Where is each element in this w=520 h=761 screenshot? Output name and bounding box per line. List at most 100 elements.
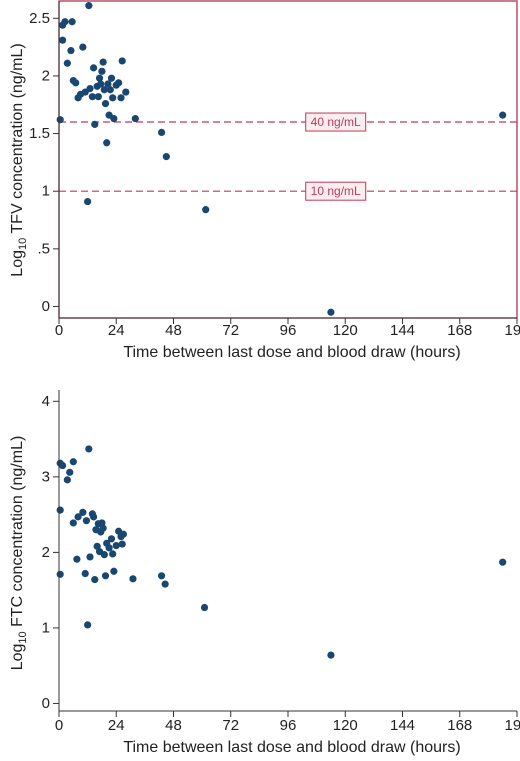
tfv-data-point — [67, 46, 75, 55]
tfv-x-tick-label: 192 — [504, 322, 520, 339]
tfv-data-point — [107, 74, 116, 82]
ftc-data-point — [112, 541, 120, 550]
tfv-chart: 40 ng/mL 10 ng/mL 0 .5 1 1.5 2 2.5 0 24 48 72 96 12… — [9, 0, 520, 361]
ftc-x-tick-label: 168 — [447, 717, 472, 734]
ftc-data-point — [161, 580, 169, 588]
tfv-plot-frame — [58, 0, 518, 319]
ftc-data-point — [110, 567, 118, 575]
tfv-reference-lines: 40 ng/mL 10 ng/mL — [59, 112, 517, 201]
tfv-data-point — [162, 153, 170, 161]
tfv-data-point — [91, 120, 99, 128]
tfv-x-tick-label: 24 — [108, 322, 125, 339]
ftc-y-axis-title: Log10 FTC concentration (ng/mL) — [9, 436, 29, 671]
ftc-data-point — [129, 575, 137, 583]
ftc-y-axis-title-prefix: Log — [9, 644, 26, 671]
ftc-data-point — [74, 513, 82, 521]
ftc-data-point — [69, 458, 77, 466]
tfv-data-point — [99, 58, 107, 66]
ftc-x-tick-label: 48 — [165, 717, 182, 734]
tfv-data-point — [100, 86, 108, 94]
ftc-x-tick-label: 120 — [333, 717, 358, 734]
ftc-y-tick-label: 0 — [42, 695, 50, 712]
ftc-data-point — [63, 476, 71, 484]
ftc-data-point — [81, 569, 89, 578]
tfv-data-point — [98, 67, 106, 75]
ftc-x-tick-label: 0 — [55, 717, 63, 734]
tfv-data-point — [117, 94, 125, 102]
ftc-x-axis-title: Time between last dose and blood draw (h… — [123, 739, 460, 756]
ftc-x-tick-label: 24 — [108, 717, 125, 734]
ftc-chart: 0 1 2 3 4 0 24 48 72 96 120 144 168 192 Time between… — [9, 390, 520, 756]
tfv-data-point — [157, 128, 166, 137]
tfv-data-point — [95, 74, 104, 82]
ftc-data-point — [327, 651, 335, 659]
reference-line-label: 40 ng/mL — [311, 115, 361, 129]
tfv-data-point — [56, 116, 64, 124]
reference-line-label: 10 ng/mL — [311, 184, 361, 198]
ftc-data-point — [119, 530, 128, 538]
tfv-y-tick-label: 2.5 — [29, 10, 50, 27]
tfv-data-point — [327, 308, 335, 316]
ftc-points — [56, 445, 507, 659]
ftc-data-point — [79, 508, 87, 516]
ftc-data-point — [109, 550, 117, 558]
ftc-data-point — [99, 524, 107, 532]
tfv-data-point — [101, 99, 110, 108]
tfv-y-tick-label: 2 — [42, 67, 50, 84]
ftc-data-point — [101, 572, 110, 580]
ftc-y-tick-label: 4 — [42, 393, 50, 410]
ftc-y-axis-title-sub: 10 — [17, 631, 29, 643]
tfv-data-point — [86, 85, 94, 93]
tfv-y-axis-title-prefix: Log — [9, 250, 26, 277]
tfv-data-point — [61, 18, 69, 26]
tfv-data-point — [104, 80, 112, 88]
tfv-data-point — [94, 93, 102, 101]
ftc-data-point — [107, 535, 116, 543]
ftc-x-tick-label: 72 — [222, 717, 239, 734]
ftc-data-point — [86, 553, 94, 561]
tfv-data-point — [85, 2, 93, 10]
ftc-x-tick-label: 96 — [280, 717, 297, 734]
ftc-y-axis-title-rest: FTC concentration (ng/mL) — [9, 436, 26, 632]
ftc-y-axis: 0 1 2 3 4 — [42, 390, 60, 712]
tfv-x-tick-label: 120 — [333, 322, 358, 339]
reference-line-label-box — [305, 112, 367, 132]
tfv-data-point — [118, 57, 126, 65]
tfv-data-point — [122, 88, 130, 96]
ftc-data-point — [100, 551, 108, 559]
ftc-y-tick-label: 2 — [42, 544, 50, 561]
ftc-data-point — [84, 621, 92, 629]
ftc-y-tick-label: 3 — [42, 468, 50, 485]
tfv-y-tick-label: .5 — [37, 240, 50, 257]
ftc-data-point — [56, 570, 64, 578]
tfv-data-point — [103, 139, 111, 147]
tfv-data-point — [202, 206, 210, 214]
tfv-data-point — [106, 86, 114, 94]
tfv-x-tick-label: 168 — [447, 322, 472, 339]
tfv-y-tick-label: 0 — [42, 298, 50, 315]
ftc-x-tick-label: 144 — [390, 717, 415, 734]
tfv-data-point — [88, 93, 96, 101]
tfv-data-point — [63, 59, 71, 67]
ftc-data-point — [69, 519, 77, 527]
tfv-data-point — [97, 80, 105, 88]
tfv-data-point — [131, 114, 139, 123]
tfv-y-axis-title: Log10 TFV concentration (ng/mL) — [9, 43, 29, 276]
tfv-x-tick-label: 0 — [55, 322, 63, 339]
ftc-x-tick-label: 192 — [504, 717, 520, 734]
tfv-data-point — [109, 94, 117, 102]
ftc-x-axis: 0 24 48 72 96 120 144 168 192 — [55, 710, 520, 734]
tfv-data-point — [58, 36, 67, 44]
ftc-data-point — [58, 461, 67, 470]
ftc-data-point — [89, 513, 98, 521]
ftc-data-point — [91, 575, 99, 584]
tfv-x-tick-label: 144 — [390, 322, 415, 339]
tfv-points — [56, 2, 507, 316]
ftc-data-point — [499, 558, 507, 566]
tfv-x-tick-label: 48 — [165, 322, 182, 339]
tfv-data-point — [499, 111, 507, 119]
tfv-data-point — [72, 79, 80, 87]
tfv-data-point — [115, 79, 123, 87]
tfv-y-axis: 0 .5 1 1.5 2 2.5 — [29, 1, 60, 318]
